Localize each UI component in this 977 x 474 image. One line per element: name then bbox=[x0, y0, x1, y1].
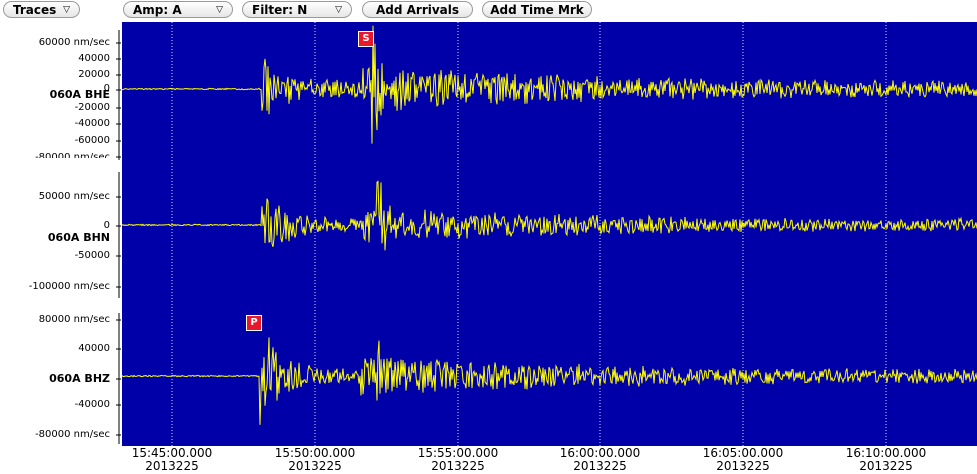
trace-bhz bbox=[122, 337, 977, 425]
bhe-ytick: -20000 bbox=[74, 102, 110, 113]
add-time-mark-label: Add Time Mrk bbox=[490, 3, 584, 17]
amp-dropdown[interactable]: Amp: A ▽ bbox=[123, 1, 233, 18]
channel-label-bhe: 060A BHE bbox=[49, 88, 110, 101]
bhz-ytick: 40000 bbox=[78, 343, 110, 354]
bhn-ytick: 0 bbox=[103, 220, 110, 231]
add-arrivals-label: Add Arrivals bbox=[375, 3, 460, 17]
bhz-ytick: 80000 nm/sec bbox=[38, 314, 110, 325]
x-tick-time: 15:55:00.000 bbox=[417, 446, 499, 460]
bhe-ytick: -40000 bbox=[74, 118, 110, 129]
seismogram-traces bbox=[122, 22, 977, 446]
bhn-ytick: -50000 bbox=[74, 250, 110, 261]
bhe-ytick: -60000 bbox=[74, 135, 110, 146]
x-tick-date: 2013225 bbox=[859, 459, 913, 473]
chevron-down-icon: ▽ bbox=[335, 5, 342, 15]
bhe-ytick: 0 bbox=[103, 83, 110, 94]
x-tick-time: 15:45:00.000 bbox=[131, 446, 213, 460]
bhn-ytick: 50000 nm/sec bbox=[38, 191, 110, 202]
chevron-down-icon: ▽ bbox=[63, 5, 70, 15]
s-arrival-pick[interactable]: S bbox=[358, 31, 374, 47]
filter-dropdown[interactable]: Filter: N ▽ bbox=[242, 1, 352, 18]
traces-label: Traces bbox=[13, 3, 57, 17]
bhe-ytick: 40000 bbox=[78, 53, 110, 64]
bhz-ytick: -80000 nm/sec bbox=[35, 429, 110, 440]
bhe-ytick: -80000 nm/sec bbox=[35, 152, 110, 158]
trace-bhn bbox=[122, 180, 977, 251]
amp-label: Amp: A bbox=[133, 3, 182, 17]
x-tick-time: 16:10:00.000 bbox=[845, 446, 927, 460]
x-tick-time: 15:50:00.000 bbox=[274, 446, 356, 460]
bhn-ytick: -100000 nm/sec bbox=[28, 281, 110, 292]
filter-label: Filter: N bbox=[252, 3, 308, 17]
x-tick-date: 2013225 bbox=[573, 459, 627, 473]
channel-label-bhn: 060A BHN bbox=[47, 231, 110, 244]
x-tick-date: 2013225 bbox=[716, 459, 770, 473]
toolbar: Traces ▽ Amp: A ▽ Filter: N ▽ Add Arriva… bbox=[0, 0, 977, 22]
chevron-down-icon: ▽ bbox=[216, 5, 223, 15]
x-tick-time: 16:05:00.000 bbox=[702, 446, 784, 460]
add-time-mark-button[interactable]: Add Time Mrk bbox=[482, 1, 592, 18]
x-tick-date: 2013225 bbox=[431, 459, 485, 473]
bhe-ytick: 20000 bbox=[78, 69, 110, 80]
trace-bhe bbox=[122, 25, 977, 144]
y-axis-ticks bbox=[116, 30, 121, 444]
x-tick-date: 2013225 bbox=[288, 459, 342, 473]
p-arrival-pick[interactable]: P bbox=[246, 315, 262, 331]
channel-label-bhz: 060A BHZ bbox=[49, 372, 110, 385]
seismogram-plot-area[interactable] bbox=[122, 22, 977, 446]
x-tick-time: 16:00:00.000 bbox=[559, 446, 641, 460]
add-arrivals-button[interactable]: Add Arrivals bbox=[362, 1, 473, 18]
x-tick-date: 2013225 bbox=[145, 459, 199, 473]
traces-dropdown[interactable]: Traces ▽ bbox=[3, 1, 80, 18]
bhz-ytick: -40000 bbox=[74, 399, 110, 410]
bhe-ytick: 60000 nm/sec bbox=[38, 37, 110, 48]
